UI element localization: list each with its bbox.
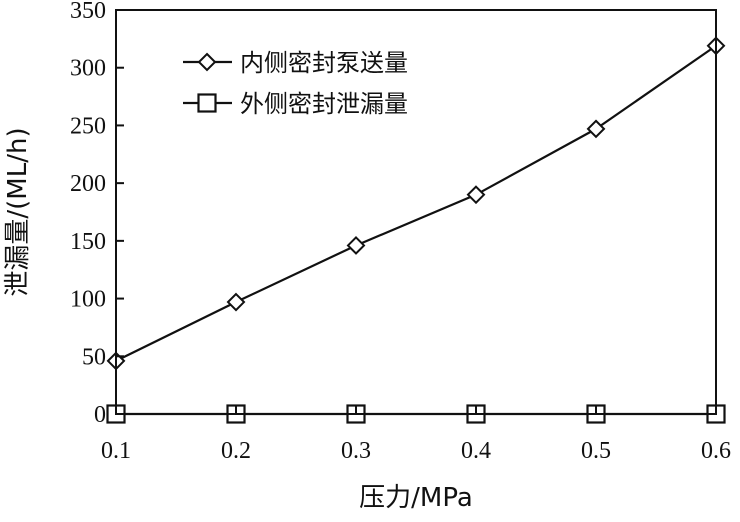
legend-label: 外侧密封泄漏量 [240,90,408,118]
x-tick-label: 0.1 [101,438,131,464]
x-tick-label: 0.3 [341,438,371,464]
series-1 [106,36,726,371]
y-axis-label: 泄漏量/(ML/h) [3,127,33,296]
y-tick-label: 200 [70,171,106,197]
legend-label: 内侧密封泵送量 [240,49,408,77]
x-axis: 0.1 0.2 0.3 0.4 0.5 0.6 [101,406,731,464]
y-tick-label: 0 [94,402,106,428]
series-line [115,44,717,362]
diamond-data-point [466,185,486,205]
legend-item-1: 内侧密封泵送量 [183,49,408,77]
y-tick-label: 300 [70,56,106,82]
legend-item-2: 外侧密封泄漏量 [183,90,408,118]
y-tick-label: 250 [70,113,106,139]
diamond-data-point [346,236,366,255]
y-tick-label: 100 [70,287,106,313]
y-tick-label: 50 [82,344,106,370]
diamond-data-point [226,292,246,312]
y-axis: 0 50 100 150 200 250 300 350 [70,0,124,428]
plot-frame [115,9,717,415]
y-tick-label: 350 [70,0,106,24]
x-tick-label: 0.6 [701,438,731,464]
diamond-data-point [586,119,606,139]
x-tick-label: 0.4 [461,438,491,464]
legend-marker [197,52,217,72]
y-tick-label: 150 [70,229,106,255]
x-axis-label: 压力/MPa [359,483,473,513]
legend-marker [197,93,217,113]
x-tick-label: 0.2 [221,438,251,464]
x-tick-label: 0.5 [581,438,611,464]
